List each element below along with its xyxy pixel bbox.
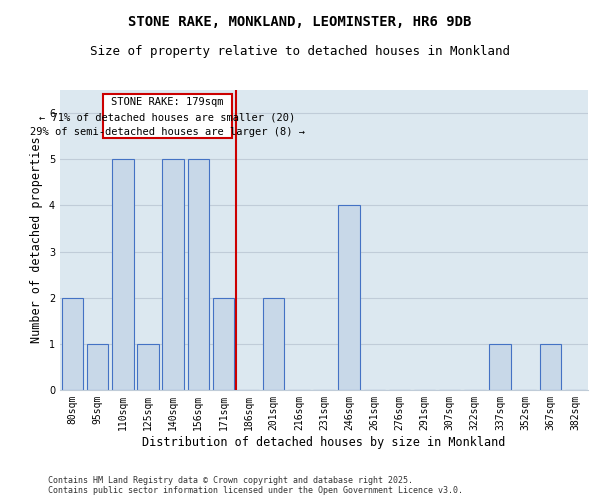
Text: STONE RAKE, MONKLAND, LEOMINSTER, HR6 9DB: STONE RAKE, MONKLAND, LEOMINSTER, HR6 9D… <box>128 15 472 29</box>
FancyBboxPatch shape <box>103 94 232 138</box>
Bar <box>112 159 134 390</box>
Text: ← 71% of detached houses are smaller (20): ← 71% of detached houses are smaller (20… <box>40 112 296 122</box>
Y-axis label: Number of detached properties: Number of detached properties <box>31 136 43 344</box>
Bar <box>539 344 561 390</box>
Text: Size of property relative to detached houses in Monkland: Size of property relative to detached ho… <box>90 45 510 58</box>
Bar <box>137 344 158 390</box>
Text: STONE RAKE: 179sqm: STONE RAKE: 179sqm <box>111 98 224 108</box>
Text: 29% of semi-detached houses are larger (8) →: 29% of semi-detached houses are larger (… <box>30 127 305 137</box>
X-axis label: Distribution of detached houses by size in Monkland: Distribution of detached houses by size … <box>142 436 506 448</box>
Bar <box>163 159 184 390</box>
Bar <box>87 344 109 390</box>
Bar <box>263 298 284 390</box>
Bar <box>490 344 511 390</box>
Bar <box>213 298 234 390</box>
Bar <box>188 159 209 390</box>
Text: Contains HM Land Registry data © Crown copyright and database right 2025.
Contai: Contains HM Land Registry data © Crown c… <box>48 476 463 495</box>
Bar <box>338 206 360 390</box>
Bar <box>62 298 83 390</box>
